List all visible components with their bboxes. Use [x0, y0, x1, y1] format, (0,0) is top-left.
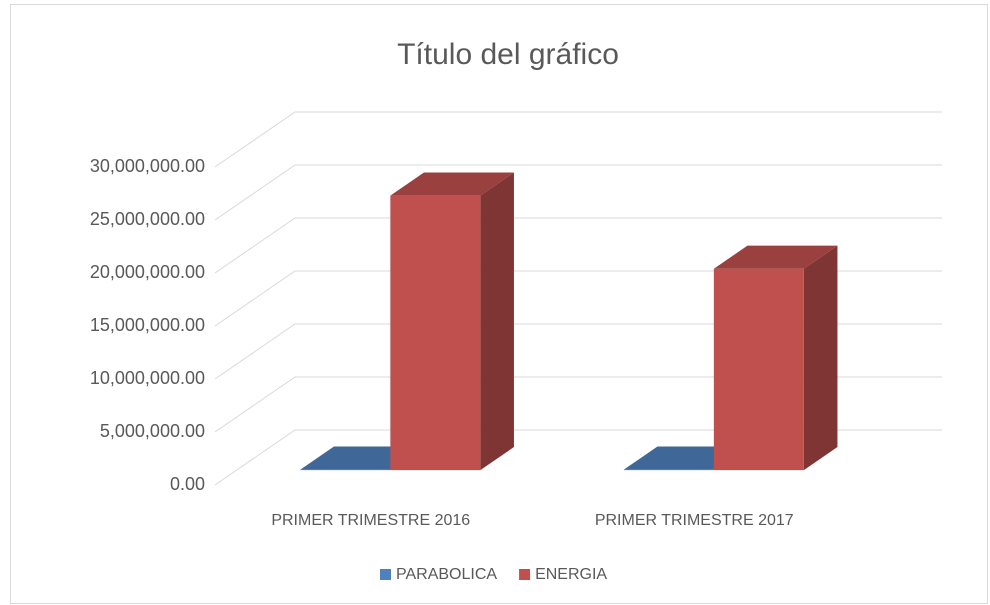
y-tick-label: 0.00 — [170, 474, 205, 494]
bar-top — [713, 245, 838, 269]
y-tick-label: 10,000,000.00 — [90, 368, 205, 388]
legend-swatch — [519, 569, 531, 580]
bar-front — [300, 469, 391, 471]
y-tick-label: 5,000,000.00 — [100, 421, 205, 441]
y-tick-label: 25,000,000.00 — [90, 209, 205, 229]
bar-front — [713, 268, 804, 471]
chart-title: Título del gráfico — [397, 38, 619, 71]
bar-top — [390, 172, 514, 196]
x-tick-label: PRIMER TRIMESTRE 2016 — [271, 512, 470, 529]
y-tick-label: 30,000,000.00 — [90, 156, 205, 176]
bar-front — [390, 195, 481, 471]
x-tick-label: PRIMER TRIMESTRE 2017 — [595, 512, 794, 529]
legend-swatch — [380, 569, 391, 580]
legend-label: ENERGIA — [535, 566, 607, 583]
legend-label: PARABOLICA — [396, 566, 497, 583]
grid-line — [214, 217, 942, 274]
y-tick-label: 20,000,000.00 — [90, 262, 205, 282]
bar-side — [803, 245, 838, 471]
grid-line — [214, 111, 942, 168]
y-tick-label: 15,000,000.00 — [90, 315, 205, 335]
bar-side — [480, 172, 514, 471]
bar-front — [623, 469, 714, 471]
grid-line — [214, 164, 942, 221]
